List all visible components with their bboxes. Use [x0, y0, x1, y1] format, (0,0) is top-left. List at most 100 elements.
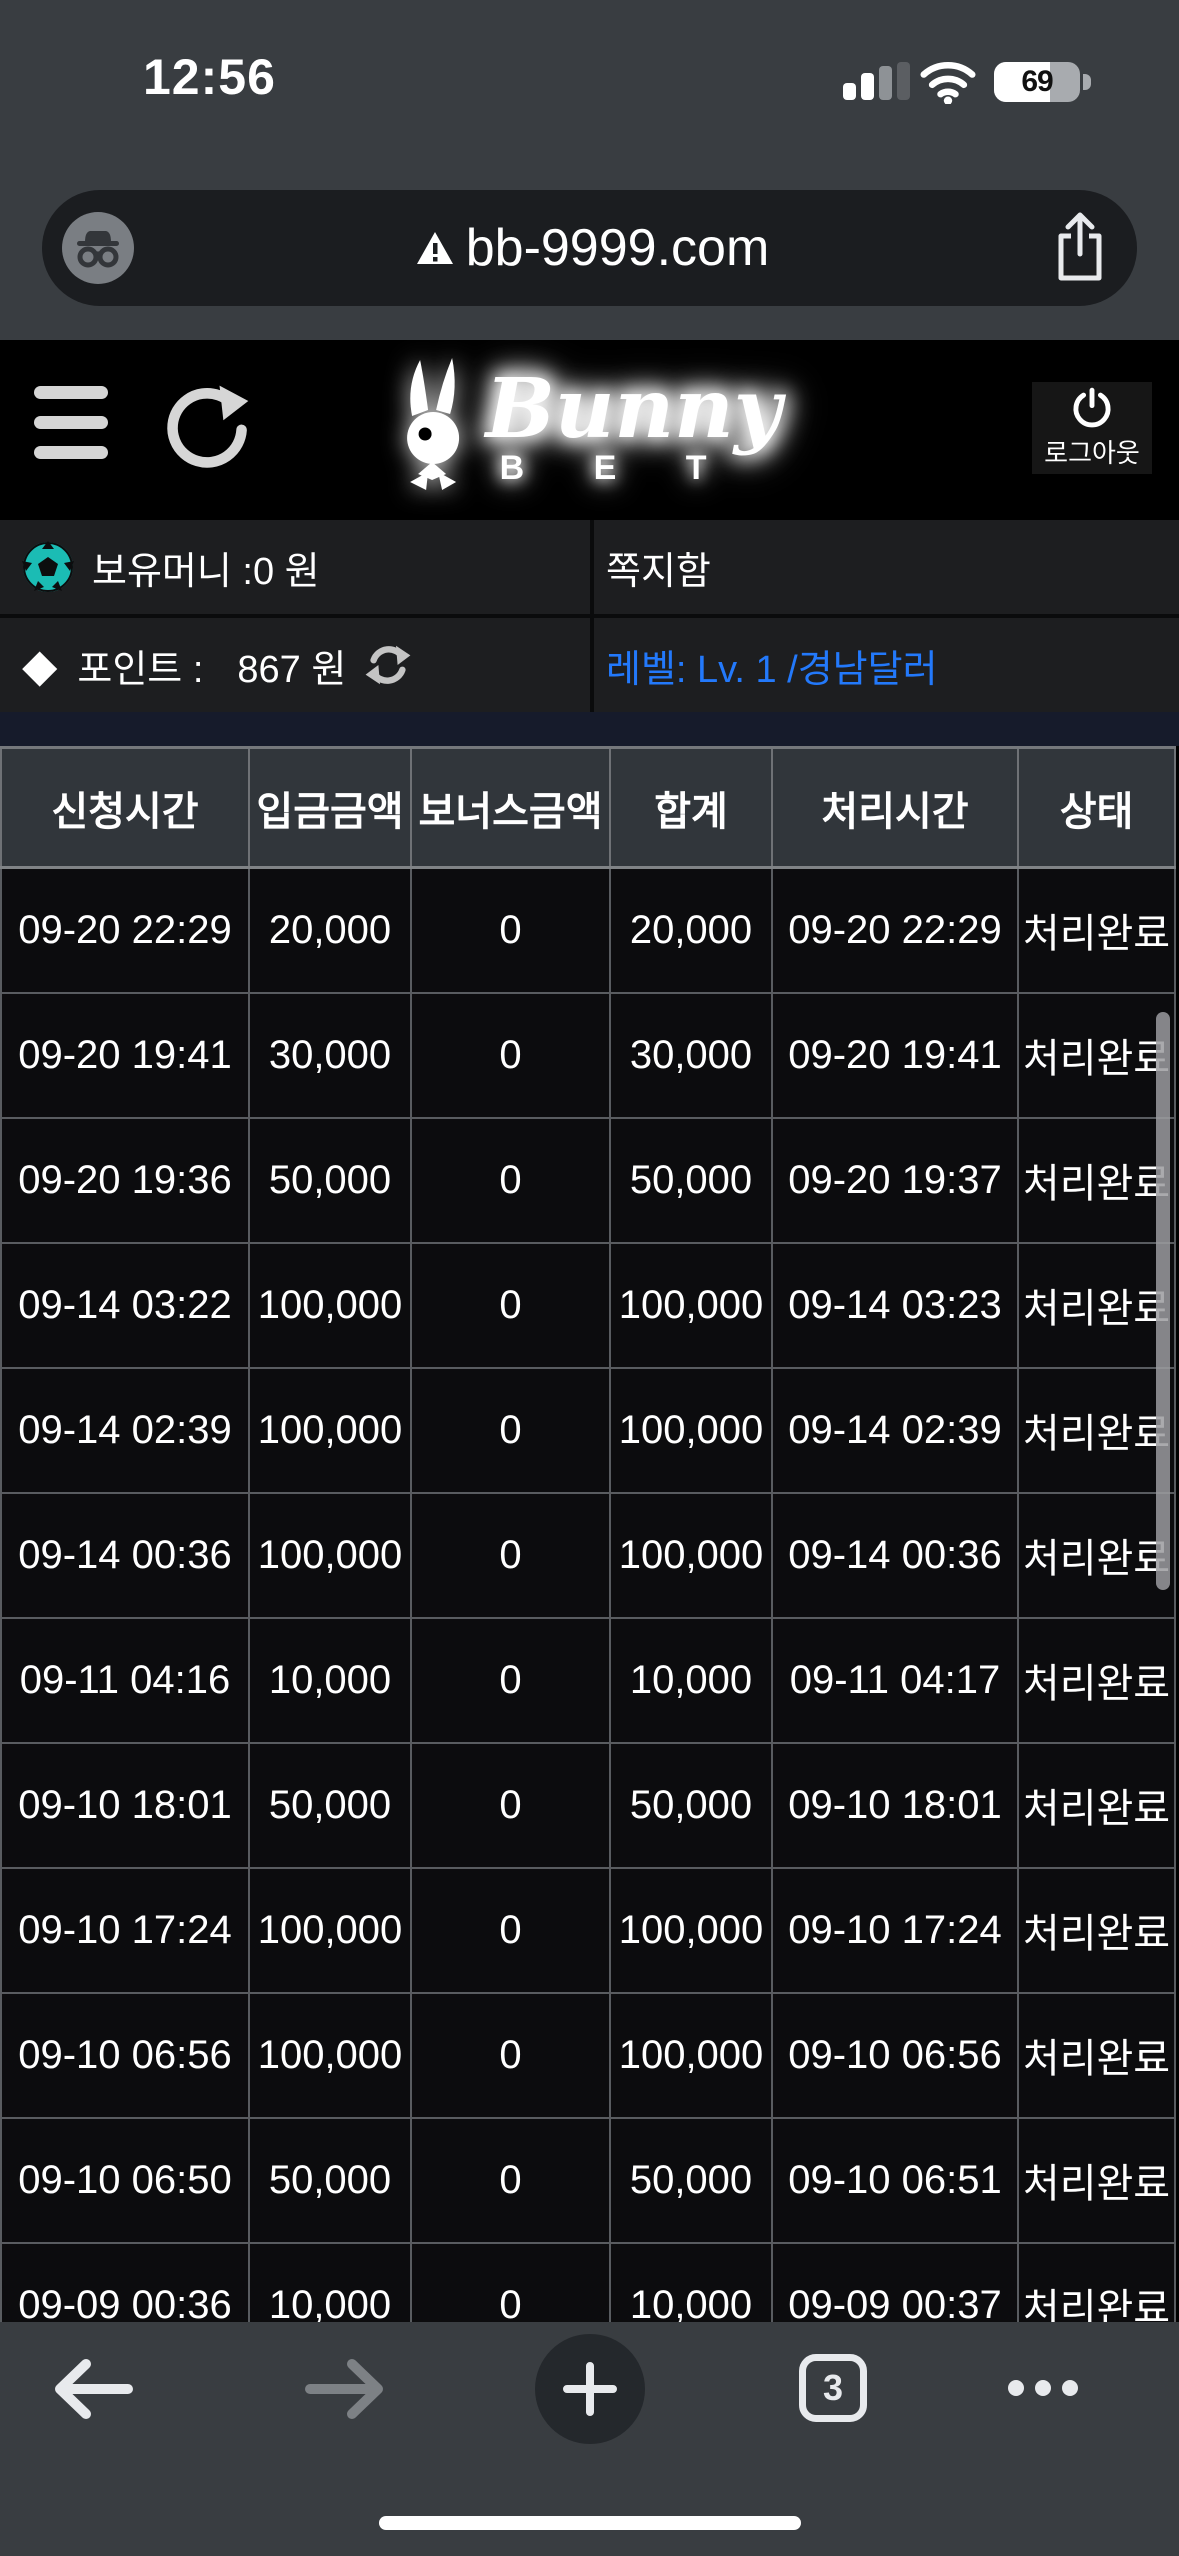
tab-switcher-button[interactable]: 3 — [799, 2354, 867, 2422]
refresh-points-icon[interactable] — [364, 641, 412, 689]
cell-processed-time: 09-14 03:23 — [771, 1241, 1019, 1369]
cell-status: 처리완료 — [1017, 866, 1176, 994]
cell-total: 20,000 — [609, 866, 773, 994]
site-header: Bunny B E T 로그아웃 — [0, 340, 1179, 520]
cell-deposit-amount: 10,000 — [248, 2241, 412, 2322]
cell-request-time: 09-14 00:36 — [0, 1491, 250, 1619]
cell-request-time: 09-10 06:56 — [0, 1991, 250, 2119]
deposit-row: 09-14 00:36 100,000 0 100,000 09-14 00:3… — [0, 1491, 1176, 1619]
col-request-time: 신청시간 — [0, 746, 250, 869]
cell-bonus-amount: 0 — [410, 2241, 611, 2322]
reload-button[interactable] — [160, 378, 256, 479]
cell-total: 10,000 — [609, 1616, 773, 1744]
cell-processed-time: 09-14 02:39 — [771, 1366, 1019, 1494]
menu-button[interactable] — [34, 386, 108, 459]
cell-request-time: 09-10 17:24 — [0, 1866, 250, 1994]
cell-deposit-amount: 20,000 — [248, 866, 412, 994]
deposit-row: 09-20 22:29 20,000 0 20,000 09-20 22:29 … — [0, 866, 1176, 994]
points-label: 포인트 : — [77, 648, 204, 691]
logout-button[interactable]: 로그아웃 — [1032, 382, 1152, 474]
cell-deposit-amount: 100,000 — [248, 1491, 412, 1619]
col-deposit-amount: 입금금액 — [248, 746, 412, 869]
logo-subtitle: B E T — [499, 448, 737, 487]
diamond-icon: ◆ — [22, 639, 58, 691]
col-total: 합계 — [609, 746, 773, 869]
status-time: 12:56 — [143, 49, 276, 105]
cell-status: 처리완료 — [1017, 1366, 1176, 1494]
cell-total: 100,000 — [609, 1241, 773, 1369]
soccer-ball-icon — [22, 541, 74, 593]
share-button[interactable] — [1051, 210, 1109, 287]
battery-fill — [994, 62, 1050, 102]
cell-status: 처리완료 — [1017, 1991, 1176, 2119]
col-status: 상태 — [1017, 746, 1176, 869]
cell-status: 처리완료 — [1017, 2116, 1176, 2244]
cell-bonus-amount: 0 — [410, 1991, 611, 2119]
cell-total: 100,000 — [609, 1366, 773, 1494]
insecure-warning-icon — [416, 232, 453, 264]
cell-request-time: 09-10 18:01 — [0, 1741, 250, 1869]
cell-status: 처리완료 — [1017, 1116, 1176, 1244]
cell-status: 처리완료 — [1017, 1866, 1176, 1994]
cell-bonus-amount: 0 — [410, 1241, 611, 1369]
url-domain: bb-9999.com — [465, 219, 770, 277]
inbox-cell[interactable]: 쪽지함 — [594, 520, 1179, 614]
cell-bonus-amount: 0 — [410, 1491, 611, 1619]
deposit-row: 09-10 18:01 50,000 0 50,000 09-10 18:01 … — [0, 1741, 1176, 1869]
cell-request-time: 09-20 19:41 — [0, 991, 250, 1119]
account-panel: 보유머니 :0 원 쪽지함 ◆ 포인트 : 867 원 — [0, 520, 1179, 712]
cell-processed-time: 09-11 04:17 — [771, 1616, 1019, 1744]
cell-total: 30,000 — [609, 991, 773, 1119]
browser-bottom-toolbar: 3 — [0, 2322, 1179, 2556]
points-cell: ◆ 포인트 : 867 원 — [0, 618, 590, 712]
cell-status: 처리완료 — [1017, 1491, 1176, 1619]
cell-request-time: 09-09 00:36 — [0, 2241, 250, 2322]
cell-deposit-amount: 50,000 — [248, 1116, 412, 1244]
balance-text: 보유머니 :0 원 — [92, 550, 320, 593]
bunny-icon — [406, 358, 459, 490]
forward-button[interactable] — [302, 2356, 386, 2425]
wifi-icon — [920, 60, 976, 109]
deposit-history-table-wrap: 신청시간 입금금액 보너스금액 합계 처리시간 상태 09-20 22:29 2… — [0, 746, 1179, 2322]
battery-icon: 69 — [994, 62, 1080, 102]
cellular-signal-icon — [843, 62, 913, 100]
cell-status: 처리완료 — [1017, 991, 1176, 1119]
level-cell[interactable]: 레벨: Lv. 1 /경남달러 — [594, 618, 1179, 712]
cell-processed-time: 09-20 19:37 — [771, 1116, 1019, 1244]
cell-deposit-amount: 10,000 — [248, 1616, 412, 1744]
back-button[interactable] — [52, 2356, 136, 2425]
cell-bonus-amount: 0 — [410, 1366, 611, 1494]
url-bar[interactable]: bb-9999.com — [42, 190, 1137, 306]
cell-request-time: 09-11 04:16 — [0, 1616, 250, 1744]
cell-deposit-amount: 50,000 — [248, 1741, 412, 1869]
cell-total: 50,000 — [609, 2116, 773, 2244]
cell-bonus-amount: 0 — [410, 1116, 611, 1244]
cell-bonus-amount: 0 — [410, 1616, 611, 1744]
panel-divider — [0, 712, 1179, 746]
home-indicator[interactable] — [379, 2516, 801, 2530]
cell-status: 처리완료 — [1017, 1616, 1176, 1744]
deposit-row: 09-11 04:16 10,000 0 10,000 09-11 04:17 … — [0, 1616, 1176, 1744]
cell-deposit-amount: 30,000 — [248, 991, 412, 1119]
cell-bonus-amount: 0 — [410, 2116, 611, 2244]
cell-request-time: 09-20 19:36 — [0, 1116, 250, 1244]
cell-bonus-amount: 0 — [410, 1741, 611, 1869]
cell-status: 처리완료 — [1017, 2241, 1176, 2322]
site-logo[interactable]: Bunny B E T — [398, 358, 781, 494]
table-header-row: 신청시간 입금금액 보너스금액 합계 처리시간 상태 — [0, 746, 1176, 869]
cell-total: 100,000 — [609, 1491, 773, 1619]
more-options-button[interactable] — [1008, 2380, 1078, 2396]
battery-percent: 69 — [1021, 65, 1053, 98]
cell-processed-time: 09-09 00:37 — [771, 2241, 1019, 2322]
cell-deposit-amount: 100,000 — [248, 1991, 412, 2119]
tab-count: 3 — [822, 2367, 844, 2408]
cell-status: 처리완료 — [1017, 1741, 1176, 1869]
cell-processed-time: 09-14 00:36 — [771, 1491, 1019, 1619]
scrollbar[interactable] — [1156, 1012, 1170, 1590]
cell-bonus-amount: 0 — [410, 991, 611, 1119]
new-tab-button[interactable] — [535, 2334, 645, 2444]
site-page: Bunny B E T 로그아웃 — [0, 340, 1179, 2322]
browser-top-chrome: 12:56 69 — [0, 0, 1179, 340]
cell-deposit-amount: 50,000 — [248, 2116, 412, 2244]
cell-total: 50,000 — [609, 1741, 773, 1869]
